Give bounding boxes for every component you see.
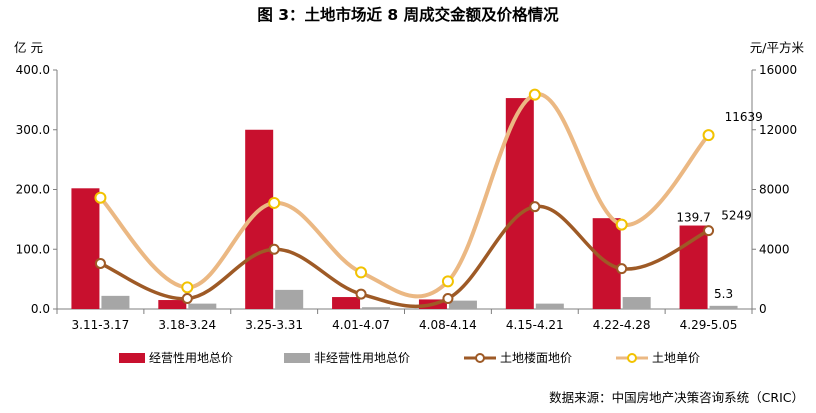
bar-nonoperating-land bbox=[535, 303, 564, 309]
left-tick-label: 400.0 bbox=[16, 63, 50, 77]
legend-item-unit-price: 土地单价 bbox=[616, 351, 700, 365]
point-floor-price bbox=[355, 288, 367, 300]
data-label-operating: 139.7 bbox=[676, 211, 710, 225]
left-axis-unit: 亿 元 bbox=[14, 40, 43, 55]
data-label-nonoperating: 5.3 bbox=[714, 287, 733, 301]
right-tick-label: 16000 bbox=[759, 63, 797, 77]
bar-nonoperating-land bbox=[101, 295, 130, 309]
legend-marker bbox=[475, 353, 485, 363]
x-category-label: 4.08-4.14 bbox=[419, 318, 477, 332]
chart-title: 图 3：土地市场近 8 周成交金额及价格情况 bbox=[257, 5, 559, 24]
point-unit-price bbox=[355, 266, 368, 279]
bar-operating-land bbox=[71, 188, 100, 309]
data-label-unit-price: 11639 bbox=[725, 110, 763, 124]
point-unit-price bbox=[528, 88, 541, 101]
legend-swatch bbox=[284, 353, 310, 363]
x-category-label: 3.11-3.17 bbox=[72, 318, 130, 332]
bar-nonoperating-land bbox=[709, 305, 738, 309]
left-tick-label: 200.0 bbox=[16, 183, 50, 197]
bar-operating-land bbox=[505, 98, 534, 310]
right-tick-label: 8000 bbox=[759, 183, 790, 197]
x-category-label: 4.15-4.21 bbox=[506, 318, 564, 332]
data-label-floor-price: 5249 bbox=[721, 209, 752, 223]
left-tick-label: 100.0 bbox=[16, 242, 50, 256]
point-floor-price bbox=[529, 201, 541, 213]
right-tick-label: 4000 bbox=[759, 242, 790, 256]
bar-nonoperating-land bbox=[188, 303, 217, 309]
point-unit-price bbox=[702, 129, 715, 142]
bar-operating-land bbox=[332, 297, 361, 309]
point-unit-price bbox=[181, 281, 194, 294]
legend-label: 土地单价 bbox=[652, 351, 700, 365]
left-tick-label: 0.0 bbox=[31, 302, 50, 316]
legend-item-operating-land: 经营性用地总价 bbox=[119, 351, 233, 365]
line-floor-price bbox=[98, 204, 711, 309]
x-category-label: 3.18-3.24 bbox=[158, 318, 216, 332]
point-unit-price bbox=[268, 196, 281, 209]
x-category-label: 3.25-3.31 bbox=[245, 318, 303, 332]
plot-area: 0.0 100.0 200.0 300.0 400.0 0 4000 8000 12000 160… bbox=[16, 63, 798, 332]
legend: 经营性用地总价 非经营性用地总价 土地楼面地价 土地单价 bbox=[119, 350, 700, 365]
legend-swatch bbox=[119, 353, 145, 363]
point-floor-price bbox=[268, 243, 280, 255]
bar-nonoperating-land bbox=[362, 307, 391, 309]
point-floor-price bbox=[703, 225, 715, 237]
x-category-label: 4.29-5.05 bbox=[680, 318, 738, 332]
legend-label: 土地楼面地价 bbox=[500, 350, 572, 365]
point-floor-price bbox=[616, 263, 628, 275]
point-unit-price bbox=[94, 191, 107, 204]
bar-nonoperating-land bbox=[622, 297, 651, 309]
legend-item-nonoperating-land: 非经营性用地总价 bbox=[284, 351, 410, 365]
right-tick-label: 0 bbox=[759, 302, 767, 316]
x-category-label: 4.01-4.07 bbox=[332, 318, 390, 332]
right-tick-label: 12000 bbox=[759, 123, 797, 137]
bar-operating-land bbox=[158, 300, 187, 309]
bar-nonoperating-land bbox=[275, 289, 304, 309]
data-source: 数据来源：中国房地产决策咨询系统（CRIC） bbox=[549, 390, 804, 405]
left-tick-label: 300.0 bbox=[16, 123, 50, 137]
point-floor-price bbox=[181, 293, 193, 305]
legend-label: 经营性用地总价 bbox=[149, 351, 233, 365]
legend-marker bbox=[627, 353, 637, 363]
legend-item-floor-price: 土地楼面地价 bbox=[464, 350, 572, 365]
point-unit-price bbox=[441, 275, 454, 288]
point-floor-price bbox=[94, 257, 106, 269]
x-category-label: 4.22-4.28 bbox=[593, 318, 651, 332]
right-axis-unit: 元/平方米 bbox=[750, 40, 805, 55]
legend-label: 非经营性用地总价 bbox=[314, 351, 410, 365]
bar-nonoperating-land bbox=[448, 300, 477, 309]
point-unit-price bbox=[615, 218, 628, 231]
point-floor-price bbox=[442, 293, 454, 305]
line-unit-price bbox=[98, 92, 711, 299]
